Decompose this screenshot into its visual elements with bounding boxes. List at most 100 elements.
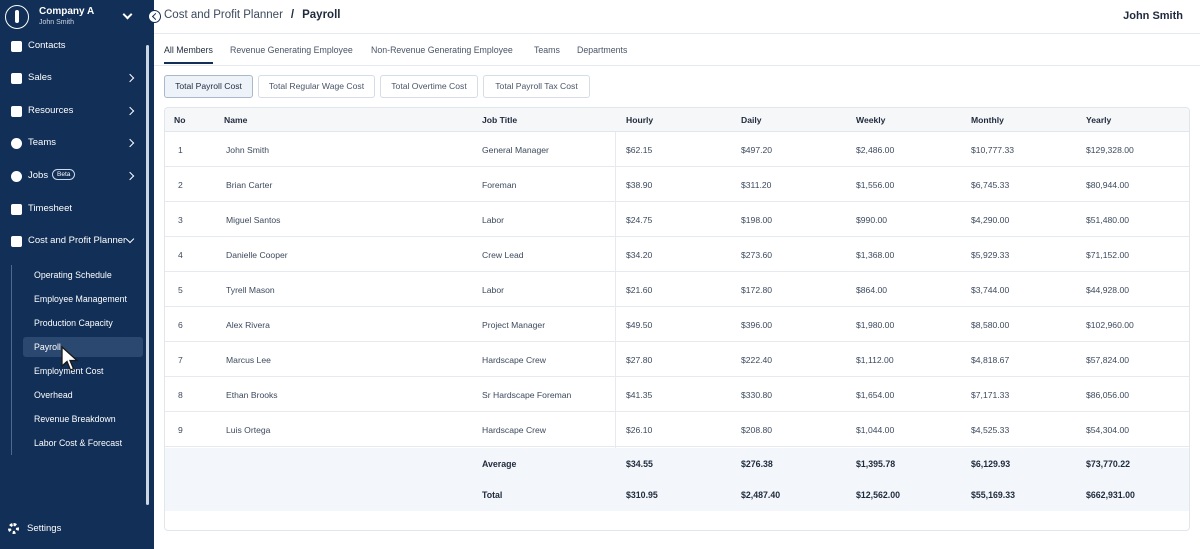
table-row[interactable]: 6 Alex Rivera Project Manager $49.50 $396.00… <box>165 307 1189 342</box>
tab-departments[interactable]: Departments <box>577 45 628 55</box>
sidebar-item-cost-and-profit-planner[interactable]: Cost and Profit Planner <box>0 228 146 256</box>
cell-daily: $396.00 <box>741 320 773 330</box>
column-header-name: Name <box>224 115 248 125</box>
header-divider <box>154 33 1200 34</box>
cell-monthly: $4,525.33 <box>971 425 1010 435</box>
chevron-right-icon <box>125 171 135 181</box>
collapse-sidebar-button[interactable] <box>148 10 161 23</box>
cell-job-title: Hardscape Crew <box>482 355 546 365</box>
cell-yearly: $44,928.00 <box>1086 285 1130 295</box>
submenu-item-labor-cost-forecast[interactable]: Labor Cost & Forecast <box>23 433 143 453</box>
beta-badge: Beta <box>52 169 76 180</box>
submenu-item-operating-schedule[interactable]: Operating Schedule <box>23 265 143 285</box>
tabs-divider <box>154 65 1200 66</box>
cell-monthly: $8,580.00 <box>971 320 1010 330</box>
chevron-down-icon[interactable] <box>122 9 133 20</box>
table-row[interactable]: 8 Ethan Brooks Sr Hardscape Foreman $41.35 $… <box>165 377 1189 412</box>
sidebar-item-resources[interactable]: Resources <box>0 98 146 126</box>
cell-daily: $208.80 <box>741 425 773 435</box>
cell-no: 4 <box>178 250 183 260</box>
table-row[interactable]: 1 John Smith General Manager $62.15 $497.20 $… <box>165 132 1189 167</box>
user-menu[interactable]: John Smith <box>1123 10 1183 22</box>
cell-monthly: $7,171.33 <box>971 390 1010 400</box>
cell-job-title: Crew Lead <box>482 250 524 260</box>
tab-revenue-generating[interactable]: Revenue Generating Employee <box>230 45 353 55</box>
company-user: John Smith <box>39 19 75 26</box>
sidebar-item-settings[interactable]: Settings <box>0 518 146 542</box>
cell-hourly: $38.90 <box>626 180 653 190</box>
cell-job-title: Labor <box>482 215 504 225</box>
table-header: No Name Job Title Hourly Daily Weekly Mo… <box>165 108 1189 132</box>
filter-total-regular-wage-cost[interactable]: Total Regular Wage Cost <box>258 75 375 98</box>
jobs-icon <box>11 171 22 182</box>
tab-non-revenue-generating[interactable]: Non-Revenue Generating Employee <box>371 45 513 55</box>
cell-yearly: $86,056.00 <box>1086 390 1130 400</box>
column-divider <box>615 132 616 448</box>
cell-job-title: Foreman <box>482 180 517 190</box>
gear-icon <box>8 523 19 534</box>
cell-name: Tyrell Mason <box>226 285 275 295</box>
breadcrumb: Cost and Profit Planner / Payroll <box>164 9 340 21</box>
cell-weekly: $1,654.00 <box>856 390 895 400</box>
breadcrumb-parent[interactable]: Cost and Profit Planner <box>164 9 283 21</box>
tab-all-members[interactable]: All Members <box>164 44 213 64</box>
cell-hourly: $41.35 <box>626 390 653 400</box>
total-row: Total $310.95 $2,487.40 $12,562.00 $55,1… <box>165 479 1189 510</box>
submenu-item-overhead[interactable]: Overhead <box>23 385 143 405</box>
timesheet-icon <box>11 204 22 215</box>
average-monthly: $6,129.93 <box>971 459 1011 469</box>
sidebar-item-jobs[interactable]: Jobs Beta <box>0 163 146 191</box>
total-weekly: $12,562.00 <box>856 490 901 500</box>
table-row[interactable]: 2 Brian Carter Foreman $38.90 $311.20 $1,556.… <box>165 167 1189 202</box>
sidebar-item-label: Contacts <box>28 40 66 51</box>
cell-monthly: $5,929.33 <box>971 250 1010 260</box>
cell-yearly: $80,944.00 <box>1086 180 1130 190</box>
tab-teams[interactable]: Teams <box>534 45 560 55</box>
cell-hourly: $21.60 <box>626 285 653 295</box>
cell-monthly: $4,818.67 <box>971 355 1010 365</box>
table-row[interactable]: 4 Danielle Cooper Crew Lead $34.20 $273.60 $1… <box>165 237 1189 272</box>
sidebar-item-sales[interactable]: Sales <box>0 65 146 93</box>
column-header-hourly: Hourly <box>626 115 654 125</box>
submenu-item-revenue-breakdown[interactable]: Revenue Breakdown <box>23 409 143 429</box>
sidebar-item-timesheet[interactable]: Timesheet <box>0 196 146 224</box>
cell-monthly: $6,745.33 <box>971 180 1010 190</box>
filter-total-payroll-cost[interactable]: Total Payroll Cost <box>164 75 253 98</box>
cell-job-title: Labor <box>482 285 504 295</box>
cell-no: 2 <box>178 180 183 190</box>
submenu-label: Labor Cost & Forecast <box>34 438 123 448</box>
cell-hourly: $24.75 <box>626 215 653 225</box>
cell-daily: $198.00 <box>741 215 773 225</box>
table-row[interactable]: 7 Marcus Lee Hardscape Crew $27.80 $222.40 $1… <box>165 342 1189 377</box>
breadcrumb-separator: / <box>290 9 295 21</box>
teams-icon <box>11 138 22 149</box>
company-switcher[interactable]: Company A John Smith <box>0 0 154 34</box>
cell-job-title: Sr Hardscape Foreman <box>482 390 572 400</box>
cell-no: 3 <box>178 215 183 225</box>
sidebar-item-contacts[interactable]: Contacts <box>0 33 146 61</box>
table-summary: Average $34.55 $276.38 $1,395.78 $6,129.… <box>165 448 1189 511</box>
submenu-item-employment-cost[interactable]: Employment Cost <box>23 361 143 381</box>
sidebar-scrollbar[interactable] <box>146 45 149 505</box>
cell-name: John Smith <box>226 145 269 155</box>
submenu-item-employee-management[interactable]: Employee Management <box>23 289 143 309</box>
submenu-item-payroll[interactable]: Payroll <box>23 337 143 357</box>
cell-hourly: $49.50 <box>626 320 653 330</box>
cell-daily: $273.60 <box>741 250 773 260</box>
table-row[interactable]: 3 Miguel Santos Labor $24.75 $198.00 $990.00 $… <box>165 202 1189 237</box>
filter-total-payroll-tax-cost[interactable]: Total Payroll Tax Cost <box>483 75 590 98</box>
total-monthly: $55,169.33 <box>971 490 1016 500</box>
sidebar-item-teams[interactable]: Teams <box>0 130 146 158</box>
submenu-item-production-capacity[interactable]: Production Capacity <box>23 313 143 333</box>
cell-yearly: $57,824.00 <box>1086 355 1130 365</box>
sales-icon <box>11 73 22 84</box>
cell-weekly: $1,980.00 <box>856 320 895 330</box>
cell-yearly: $102,960.00 <box>1086 320 1134 330</box>
filter-total-overtime-cost[interactable]: Total Overtime Cost <box>380 75 478 98</box>
cell-yearly: $54,304.00 <box>1086 425 1130 435</box>
table-row[interactable]: 5 Tyrell Mason Labor $21.60 $172.80 $864.00 $3… <box>165 272 1189 307</box>
total-hourly: $310.95 <box>626 490 658 500</box>
cell-weekly: $1,112.00 <box>856 355 894 365</box>
table-row[interactable]: 9 Luis Ortega Hardscape Crew $26.10 $208.80 $… <box>165 412 1189 447</box>
cell-name: Brian Carter <box>226 180 273 190</box>
